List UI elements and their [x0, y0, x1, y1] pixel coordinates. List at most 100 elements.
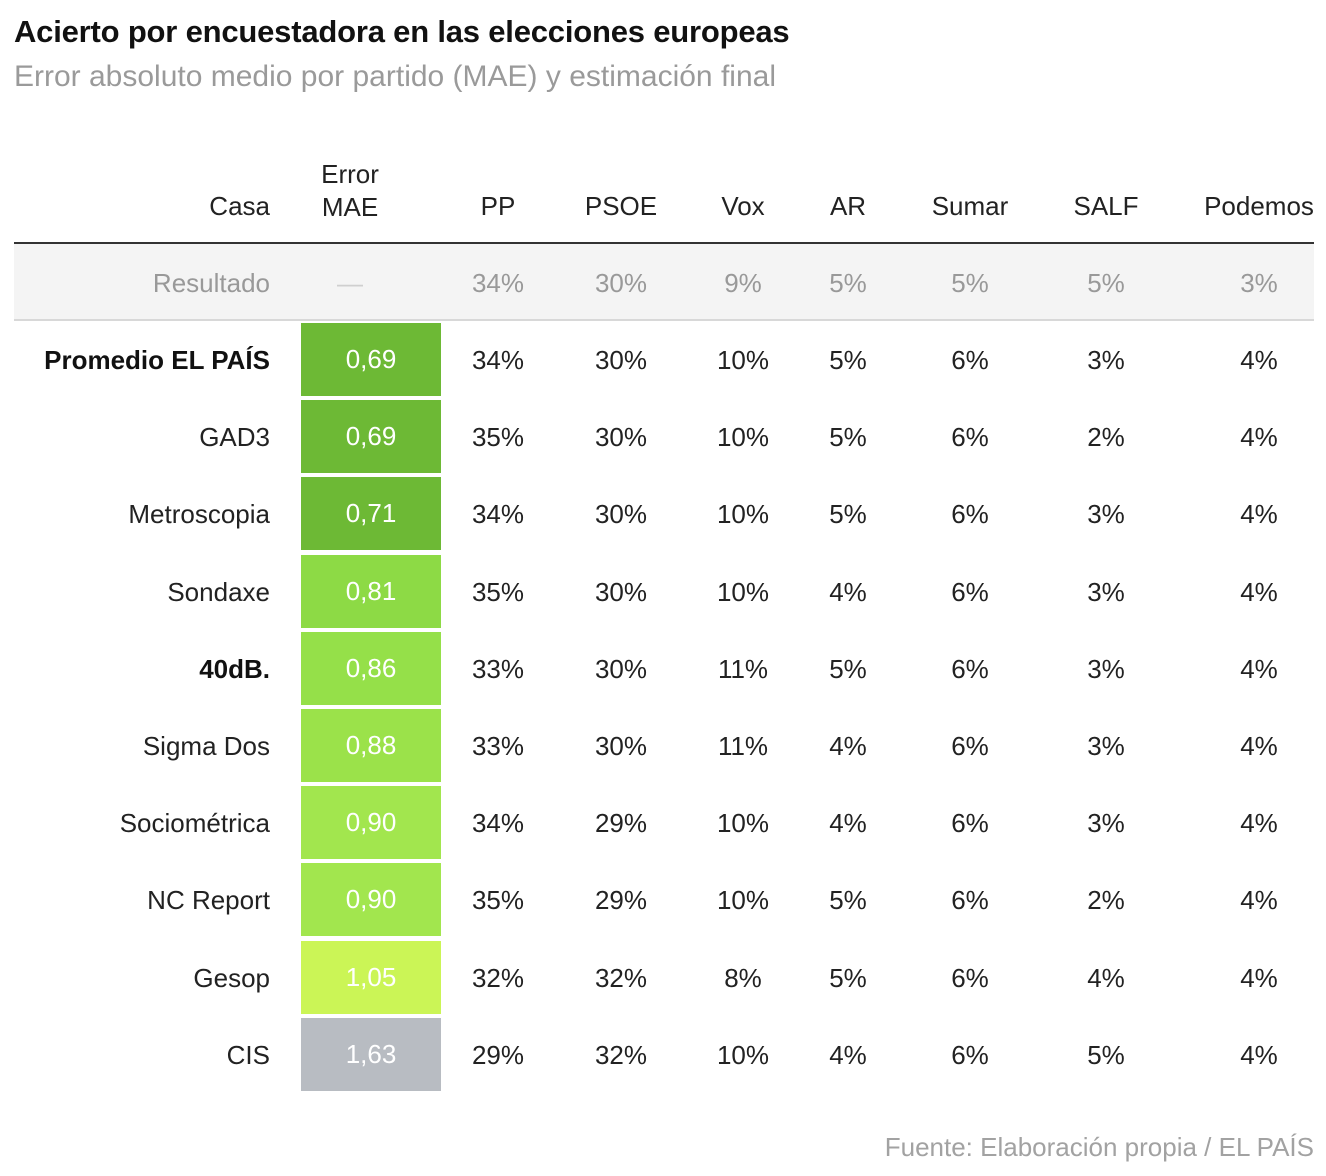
pollster-name: CIS: [226, 1039, 270, 1070]
party-estimate: 10%: [716, 422, 770, 453]
party-estimate: 30%: [594, 499, 648, 530]
mae-value-cell: 0,88: [301, 709, 441, 782]
chart-title: Acierto por encuestadora en las eleccion…: [14, 14, 790, 49]
result-value: 5%: [1087, 268, 1125, 298]
party-estimate: 6%: [951, 576, 989, 607]
party-estimate: 6%: [951, 422, 989, 453]
result-value: 34%: [471, 268, 525, 298]
party-estimate: 32%: [471, 962, 525, 993]
party-estimate: 33%: [471, 731, 525, 761]
party-estimate: 4%: [829, 731, 867, 761]
chart-subtitle: Error absoluto medio por partido (MAE) y…: [14, 60, 776, 93]
party-estimate: 29%: [594, 885, 648, 916]
result-value: 5%: [829, 268, 867, 298]
party-estimate: 8%: [724, 962, 762, 993]
party-estimate: 5%: [829, 499, 867, 530]
party-estimate: 29%: [471, 1039, 525, 1070]
party-estimate: 3%: [1087, 731, 1125, 761]
party-estimate: 32%: [594, 962, 648, 993]
party-estimate: 5%: [829, 653, 867, 684]
pollster-name: Metroscopia: [128, 499, 270, 530]
party-estimate: 4%: [1240, 731, 1278, 761]
party-estimate: 33%: [471, 653, 525, 684]
party-estimate: 4%: [1087, 962, 1125, 993]
party-estimate: 35%: [471, 885, 525, 916]
column-header-casa: Casa: [209, 191, 270, 221]
pollster-name: Gesop: [193, 962, 270, 993]
result-value: 9%: [724, 268, 762, 298]
pollster-name: GAD3: [199, 422, 270, 453]
party-estimate: 4%: [1240, 422, 1278, 453]
party-estimate: 6%: [951, 1039, 989, 1070]
party-estimate: 4%: [829, 1039, 867, 1070]
result-value: 30%: [594, 268, 648, 298]
pollster-name: NC Report: [147, 885, 270, 916]
result-value: 3%: [1240, 268, 1278, 298]
pollster-name: Sondaxe: [167, 576, 270, 607]
party-estimate: 30%: [594, 345, 648, 375]
party-estimate: 4%: [829, 576, 867, 607]
pollster-name: Sociométrica: [119, 808, 270, 839]
result-row-background: [14, 244, 1314, 319]
party-estimate: 6%: [951, 345, 989, 375]
party-estimate: 6%: [951, 653, 989, 684]
party-estimate: 30%: [594, 576, 648, 607]
party-estimate: 29%: [594, 808, 648, 839]
party-estimate: 3%: [1087, 808, 1125, 839]
result-value: 5%: [951, 268, 989, 298]
party-estimate: 34%: [471, 808, 525, 839]
party-estimate: 4%: [1240, 1039, 1278, 1070]
party-estimate: 5%: [829, 885, 867, 916]
pollster-name: 40dB.: [199, 653, 270, 684]
result-divider: [14, 319, 1314, 321]
party-estimate: 4%: [1240, 653, 1278, 684]
party-estimate: 6%: [951, 885, 989, 916]
party-estimate: 10%: [716, 499, 770, 530]
column-header-ar: AR: [829, 191, 867, 221]
party-estimate: 11%: [717, 731, 769, 761]
party-estimate: 34%: [471, 499, 525, 530]
party-estimate: 5%: [1087, 1039, 1125, 1070]
party-estimate: 4%: [1240, 808, 1278, 839]
mae-value-cell: 0,81: [301, 554, 441, 628]
mae-value-cell: 0,90: [301, 863, 441, 937]
mae-value-cell: 0,71: [301, 477, 441, 551]
mae-value-cell: 1,05: [301, 940, 441, 1014]
party-estimate: 6%: [951, 731, 989, 761]
mae-value-cell: 1,63: [301, 1017, 441, 1091]
party-estimate: 30%: [594, 731, 648, 761]
party-estimate: 4%: [829, 808, 867, 839]
party-estimate: 35%: [471, 576, 525, 607]
column-header-psoe: PSOE: [584, 191, 658, 221]
party-estimate: 10%: [716, 885, 770, 916]
column-header-pp: PP: [480, 191, 516, 221]
party-estimate: 30%: [594, 422, 648, 453]
pollster-name: Promedio EL PAÍS: [44, 345, 270, 375]
mae-value-cell: 0,86: [301, 631, 441, 705]
column-header-mae-line: MAE: [321, 192, 379, 222]
mae-value-cell: 0,90: [301, 786, 441, 860]
party-estimate: 32%: [594, 1039, 648, 1070]
column-header-vox: Vox: [721, 191, 765, 221]
party-estimate: 3%: [1087, 576, 1125, 607]
party-estimate: 10%: [716, 808, 770, 839]
party-estimate: 10%: [716, 576, 770, 607]
party-estimate: 30%: [594, 653, 648, 684]
source-note: Fuente: Elaboración propia / EL PAÍS: [884, 1132, 1314, 1162]
party-estimate: 4%: [1240, 345, 1278, 375]
party-estimate: 10%: [716, 1039, 770, 1070]
party-estimate: 4%: [1240, 885, 1278, 916]
party-estimate: 5%: [829, 345, 867, 375]
party-estimate: 4%: [1240, 576, 1278, 607]
party-estimate: 2%: [1087, 422, 1125, 453]
column-header-mae-line: Error: [321, 159, 379, 189]
party-estimate: 34%: [471, 345, 525, 375]
party-estimate: 6%: [951, 962, 989, 993]
party-estimate: 10%: [716, 345, 770, 375]
mae-value-cell: 0,69: [301, 400, 441, 474]
party-estimate: 3%: [1087, 653, 1125, 684]
result-label: Resultado: [152, 268, 270, 298]
party-estimate: 2%: [1087, 885, 1125, 916]
party-estimate: 6%: [951, 808, 989, 839]
